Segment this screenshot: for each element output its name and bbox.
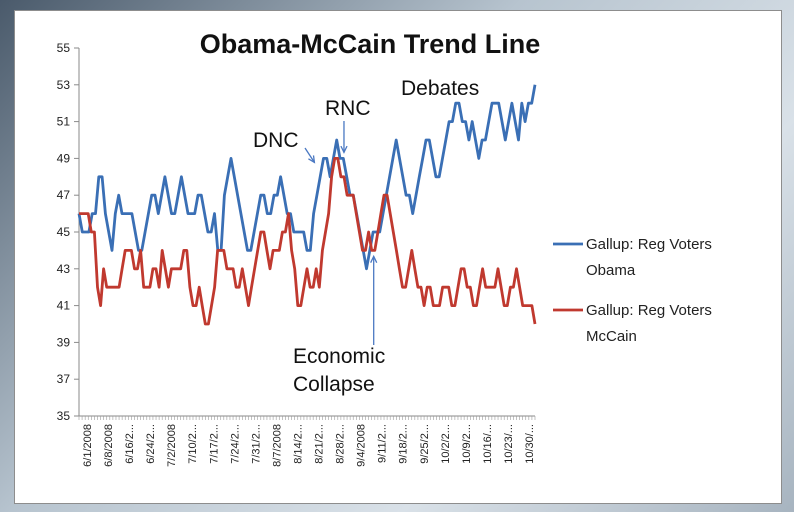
x-tick-label: 9/4/2008: [356, 424, 368, 467]
trend-line-chart: Obama-McCain Trend Line 35 37 39 41 43 45 47 49…: [57, 29, 712, 467]
series-line-obama: [77, 84, 537, 271]
x-tick-label: 9/25/2...: [419, 424, 431, 464]
arrow-rnc-head: [340, 145, 348, 154]
x-tick-label: 7/17/2...: [208, 424, 220, 464]
x-tick-label: 8/28/2...: [335, 424, 347, 464]
annotation-collapse: Collapse: [293, 373, 375, 396]
legend: Gallup: Reg Voters Obama Gallup: Reg Voter…: [553, 236, 712, 345]
arrow-dnc: [304, 147, 315, 163]
chart-title: Obama-McCain Trend Line: [200, 29, 541, 59]
x-tick-label: 7/24/2...: [229, 424, 241, 464]
annotation-dnc: DNC: [253, 129, 299, 152]
x-tick-label: 7/10/2...: [187, 424, 199, 464]
y-tick-label: 53: [57, 78, 71, 92]
x-tick-label: 6/1/2008: [82, 424, 94, 467]
annotation-rnc: RNC: [325, 97, 371, 120]
x-tick-label: 10/2/2...: [440, 424, 452, 464]
chart-frame: Obama-McCain Trend Line 35 37 39 41 43 45 47 49…: [14, 10, 782, 504]
y-tick-label: 45: [57, 225, 71, 239]
x-tick-label: 10/23/...: [503, 424, 515, 464]
x-tick-label: 8/7/2008: [271, 424, 283, 467]
y-tick-label: 49: [57, 151, 71, 165]
y-tick-label: 41: [57, 299, 71, 313]
y-tick-label: 37: [57, 372, 71, 386]
x-tick-label: 9/11/2...: [377, 424, 389, 463]
x-tick-label: 10/30/...: [524, 424, 536, 464]
x-tick-label: 9/18/2...: [398, 424, 410, 464]
y-tick-label: 43: [57, 262, 71, 276]
x-tick-label: 8/14/2...: [292, 424, 304, 464]
x-tick-label: 10/16/...: [482, 424, 494, 464]
x-tick-label: 6/24/2...: [145, 424, 157, 464]
y-tick-label: 51: [57, 115, 71, 129]
annotation-debates: Debates: [401, 77, 479, 100]
x-tick-label: 6/16/2...: [124, 424, 136, 464]
y-tick-label: 39: [57, 335, 71, 349]
x-tick-label: 7/31/2...: [250, 424, 262, 464]
series-line-mccain: [79, 156, 537, 326]
x-tick-label: 7/2/2008: [166, 424, 178, 467]
annotation-economic: Economic: [293, 345, 385, 368]
legend-label: Obama: [586, 262, 636, 279]
plot-area: 35 37 39 41 43 45 47 49 51 53 55 6/1/2008 6/8/2008 6/…: [57, 41, 537, 467]
annotations: DNC RNC Debates Economic Collapse: [253, 77, 479, 396]
legend-label: Gallup: Reg Voters: [586, 302, 712, 319]
legend-label: McCain: [586, 328, 637, 345]
x-tick-label: 10/9/2...: [461, 424, 473, 464]
legend-label: Gallup: Reg Voters: [586, 236, 712, 253]
arrow-economic-head: [370, 254, 378, 263]
y-tick-label: 47: [57, 188, 71, 202]
y-tick-label: 35: [57, 409, 71, 423]
y-tick-label: 55: [57, 41, 71, 55]
x-tick-label: 8/21/2...: [314, 424, 326, 464]
arrow-dnc-head: [308, 155, 316, 164]
x-tick-label: 6/8/2008: [103, 424, 115, 467]
